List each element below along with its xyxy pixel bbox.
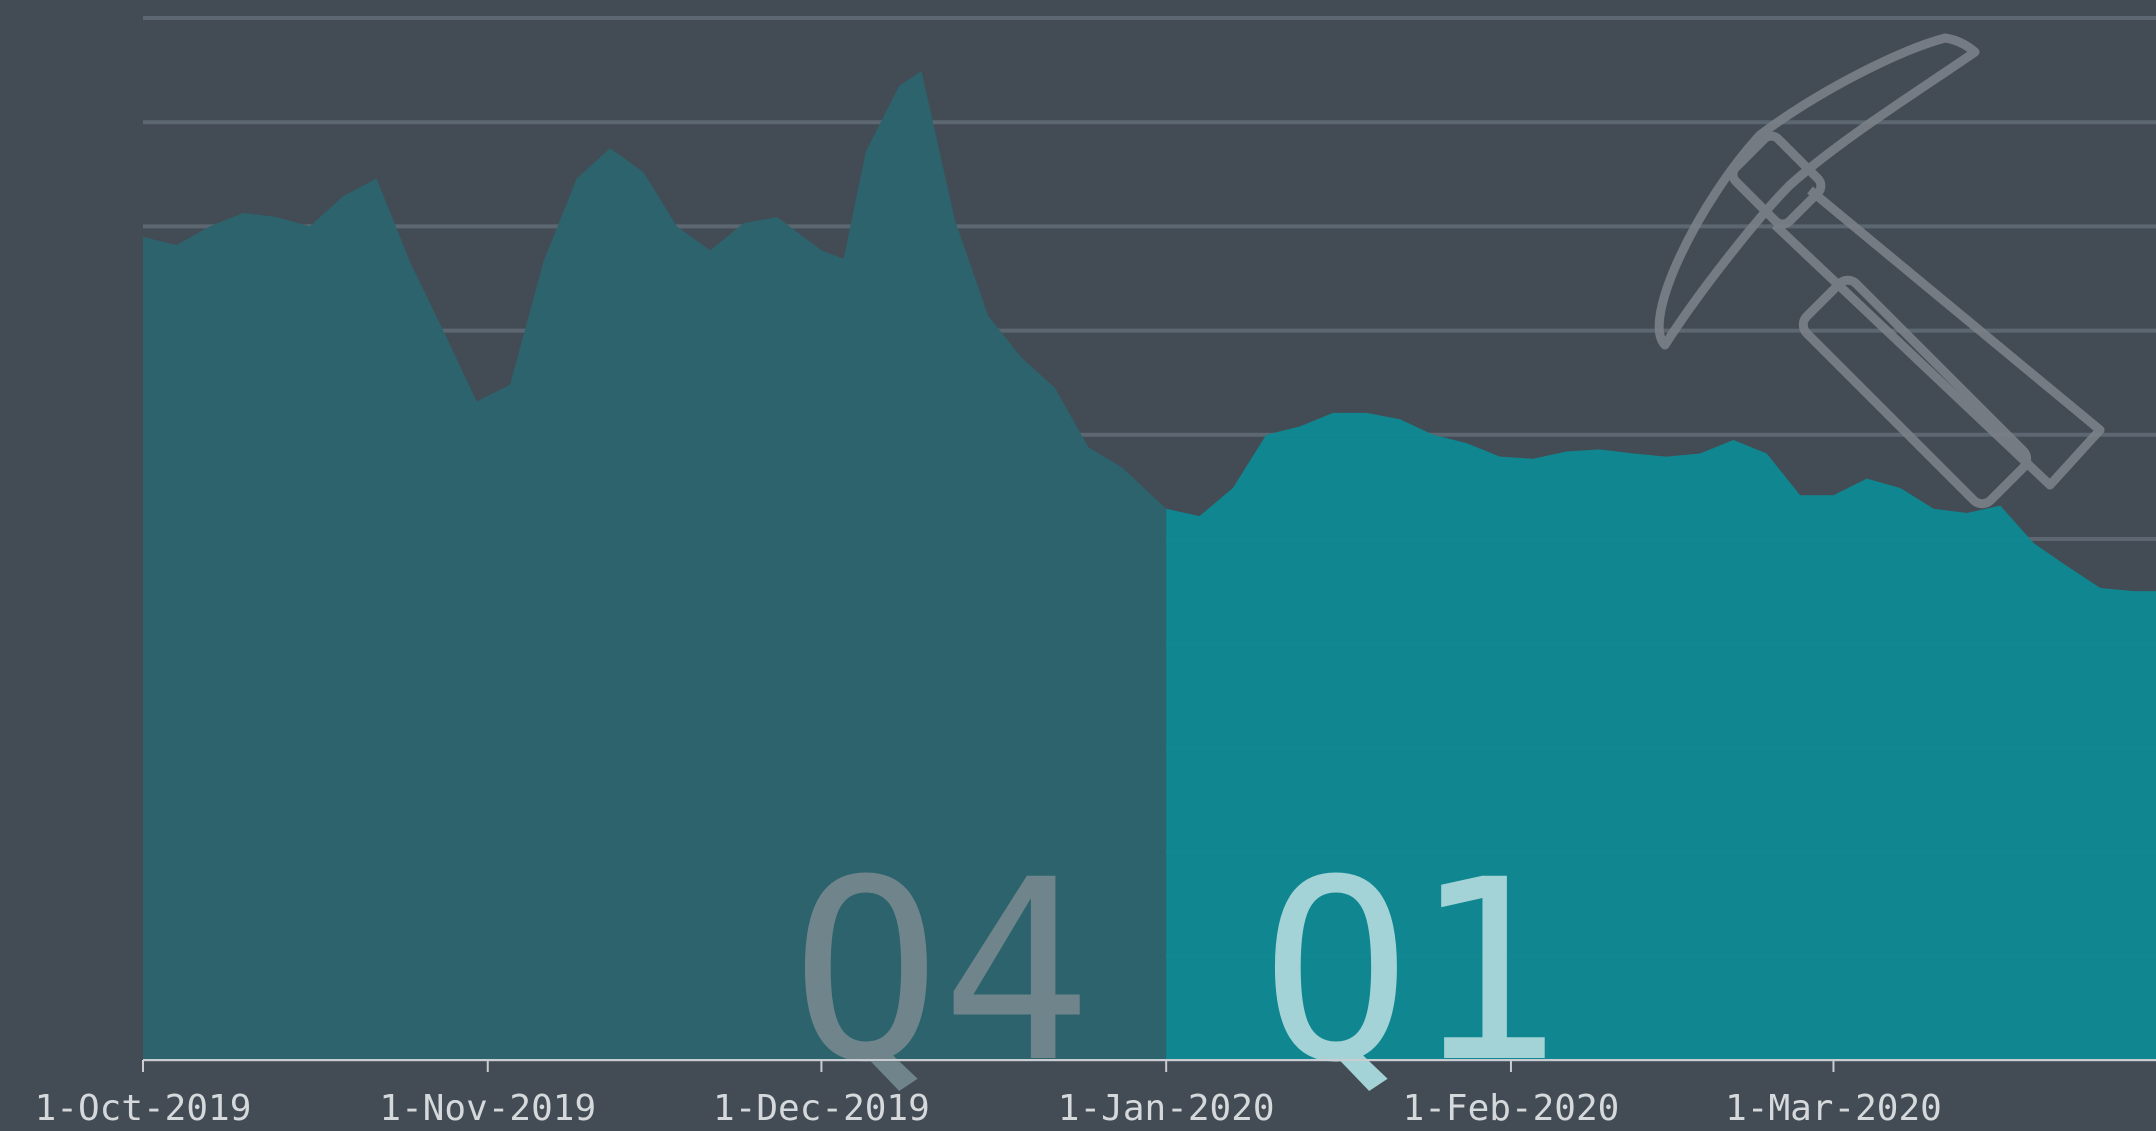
x-tick-label: 1-Nov-2019 bbox=[379, 1088, 596, 1129]
x-tick-label: 1-Oct-2019 bbox=[35, 1088, 252, 1129]
areas bbox=[143, 71, 2156, 1061]
x-tick-label: 1-Dec-2019 bbox=[713, 1088, 930, 1129]
area bbox=[1166, 412, 2156, 1061]
x-axis: 1-Oct-2019 1-Nov-2019 1-Dec-2019 1-Jan-2020… bbox=[35, 1059, 2156, 1129]
legend-label: Q4 bbox=[791, 826, 1092, 1117]
pickaxe-icon bbox=[1654, 33, 2105, 509]
area bbox=[143, 71, 1167, 1061]
x-tick-label: 1-Mar-2020 bbox=[1725, 1088, 1942, 1129]
legend-label: Q1 bbox=[1261, 826, 1562, 1117]
x-tick-label: 1-Jan-2020 bbox=[1058, 1088, 1275, 1129]
x-tick-label: 1-Feb-2020 bbox=[1403, 1088, 1620, 1129]
